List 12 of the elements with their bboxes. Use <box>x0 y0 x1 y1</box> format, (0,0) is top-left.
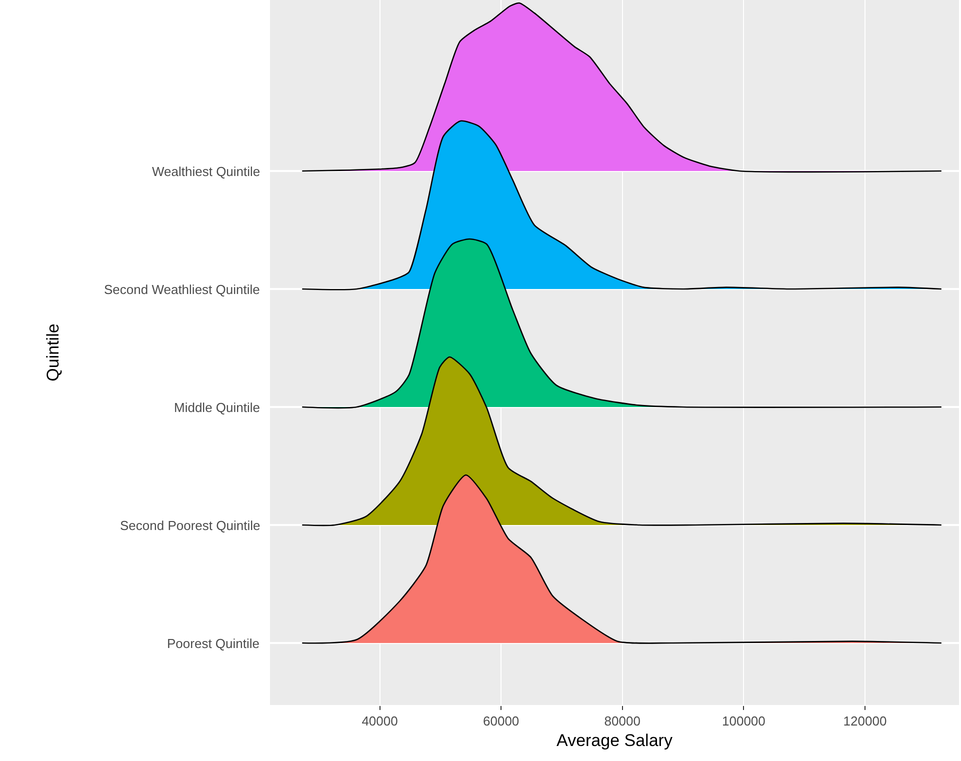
x-tick-label: 100000 <box>722 714 766 729</box>
y-axis-title: Quintile <box>44 324 63 382</box>
text: Second Weathliest Quintile <box>104 282 260 297</box>
text: Poorest Quintile <box>167 636 260 651</box>
x-tick-label: 80000 <box>604 714 640 729</box>
x-axis-title: Average Salary <box>556 731 673 750</box>
x-tick-label: 40000 <box>362 714 398 729</box>
x-tick-label: 60000 <box>483 714 520 729</box>
text: Middle Quintile <box>174 400 260 415</box>
x-tick-label: 120000 <box>843 714 887 729</box>
text: Wealthiest Quintile <box>152 164 260 179</box>
text: Second Poorest Quintile <box>120 518 260 533</box>
